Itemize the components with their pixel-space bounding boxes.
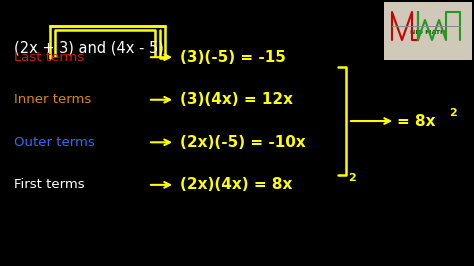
Text: (2x + 3) and (4x - 5): (2x + 3) and (4x - 5) [14, 40, 164, 56]
Text: NID MATH: NID MATH [410, 30, 446, 35]
Text: 2: 2 [348, 173, 356, 183]
Text: 2: 2 [449, 108, 457, 118]
Text: = 8x: = 8x [397, 114, 436, 128]
Text: Last terms: Last terms [14, 51, 84, 64]
Text: (2x)(4x) = 8x: (2x)(4x) = 8x [180, 177, 292, 192]
Text: Inner terms: Inner terms [14, 93, 91, 106]
Text: (3)(-5) = -15: (3)(-5) = -15 [180, 50, 286, 65]
Text: First terms: First terms [14, 178, 85, 191]
Text: (3)(4x) = 12x: (3)(4x) = 12x [180, 92, 293, 107]
Text: (2x)(-5) = -10x: (2x)(-5) = -10x [180, 135, 306, 150]
Text: Outer terms: Outer terms [14, 136, 95, 149]
Bar [384, 2, 472, 60]
